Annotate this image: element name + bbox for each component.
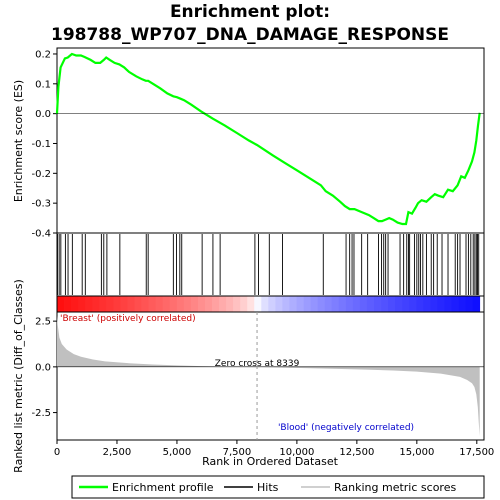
color-bar-segment <box>423 296 430 312</box>
color-bar-segment <box>304 296 311 312</box>
color-bar-segment <box>268 296 275 312</box>
color-bar-segment <box>240 296 247 312</box>
color-bar-segment <box>452 296 459 312</box>
ranked-color-bar <box>57 296 484 312</box>
color-bar-segment <box>149 296 156 312</box>
es-y-tick-label: -0.2 <box>31 169 51 180</box>
color-bar-segment <box>92 296 99 312</box>
color-bar-segment <box>444 296 451 312</box>
color-bar-segment <box>219 296 226 312</box>
color-bar-segment <box>177 296 184 312</box>
color-bar-segment <box>226 296 233 312</box>
color-bar-segment <box>318 296 325 312</box>
color-bar-segment <box>367 296 374 312</box>
color-bar-segment <box>381 296 388 312</box>
x-tick-label: 17,500 <box>459 447 494 458</box>
color-bar-segment <box>409 296 416 312</box>
color-bar-segment <box>360 296 367 312</box>
legend-item-hits: Hits <box>257 481 279 494</box>
color-bar-segment <box>374 296 381 312</box>
color-bar-segment <box>416 296 423 312</box>
metric-y-tick-label: 0.0 <box>35 362 51 373</box>
zero-cross-label: Zero cross at 8339 <box>215 359 300 369</box>
color-bar-segment <box>311 296 318 312</box>
es-y-tick-label: -0.1 <box>31 139 51 150</box>
x-tick-label: 12,500 <box>339 447 374 458</box>
color-bar-segment <box>339 296 346 312</box>
hits-panel <box>57 233 484 296</box>
color-bar-segment <box>205 296 212 312</box>
color-bar-segment <box>113 296 120 312</box>
color-bar-segment <box>402 296 409 312</box>
color-bar-segment <box>254 296 261 312</box>
es-panel: 0.2 0.1 0.0 -0.1 -0.2 -0.3 -0.4 <box>31 48 484 240</box>
color-bar-segment <box>233 296 240 312</box>
color-bar-segment <box>127 296 134 312</box>
color-bar-segment <box>275 296 282 312</box>
color-bar-segment <box>142 296 149 312</box>
color-bar-segment <box>78 296 85 312</box>
color-bar-segment <box>163 296 170 312</box>
es-y-tick-label: -0.4 <box>31 229 51 240</box>
color-bar-segment <box>346 296 353 312</box>
legend-item-metric: Ranking metric scores <box>334 481 456 494</box>
metric-y-axis-label: Ranked list metric (Diff_of_Classes) <box>12 279 25 473</box>
color-bar-segment <box>99 296 106 312</box>
color-bar-segment <box>430 296 437 312</box>
color-bar-segment <box>325 296 332 312</box>
color-bar-segment <box>156 296 163 312</box>
color-bar-segment <box>57 296 64 312</box>
color-bar-segment <box>289 296 296 312</box>
color-bar-segment <box>71 296 78 312</box>
legend: Enrichment profile Hits Ranking metric s… <box>72 476 484 498</box>
color-bar-segment <box>198 296 205 312</box>
legend-item-enrichment: Enrichment profile <box>112 481 214 494</box>
color-bar-segment <box>261 296 268 312</box>
metric-y-tick-label: -2.5 <box>31 408 51 419</box>
metric-y-tick-label: 2.5 <box>35 317 51 328</box>
color-bar-segment <box>282 296 289 312</box>
metric-panel: 2.5 0.0 -2.5 'Breast' (positively correlat… <box>31 312 484 440</box>
color-bar-segment <box>395 296 402 312</box>
hits-panel-frame <box>57 233 484 296</box>
color-bar-segment <box>191 296 198 312</box>
es-y-tick-label: 0.1 <box>35 79 51 90</box>
color-bar-segment <box>459 296 466 312</box>
negative-class-label: 'Blood' (negatively correlated) <box>278 423 414 433</box>
color-bar-segment <box>212 296 219 312</box>
positive-class-label: 'Breast' (positively correlated) <box>60 314 196 324</box>
es-panel-frame <box>57 48 484 233</box>
color-bar-segment <box>106 296 113 312</box>
color-bar-segment <box>473 296 480 312</box>
es-y-tick-label: 0.0 <box>35 109 51 120</box>
chart-title-line-1: Enrichment plot: <box>170 2 330 22</box>
metric-panel-frame <box>57 312 484 440</box>
x-tick-label: 0 <box>54 447 60 458</box>
color-bar-segment <box>247 296 254 312</box>
color-bar-segment <box>85 296 92 312</box>
color-bar-segment <box>353 296 360 312</box>
es-y-tick-label: 0.2 <box>35 49 51 60</box>
color-bar-segment <box>437 296 444 312</box>
color-bar-segment <box>184 296 191 312</box>
es-y-axis-label: Enrichment score (ES) <box>12 80 25 202</box>
x-tick-label: 5,000 <box>163 447 192 458</box>
color-bar-segment <box>388 296 395 312</box>
x-axis-label: Rank in Ordered Dataset <box>202 455 339 468</box>
color-bar-segment <box>297 296 304 312</box>
x-tick-label: 2,500 <box>103 447 132 458</box>
chart-title-line-2: 198788_WP707_DNA_DAMAGE_RESPONSE <box>51 25 449 45</box>
es-y-tick-label: -0.3 <box>31 199 51 210</box>
x-tick-label: 15,000 <box>399 447 434 458</box>
color-bar-segment <box>64 296 71 312</box>
color-bar-segment <box>466 296 473 312</box>
color-bar-segment <box>170 296 177 312</box>
color-bar-segment <box>134 296 141 312</box>
color-bar-segment <box>332 296 339 312</box>
color-bar-segment <box>120 296 127 312</box>
